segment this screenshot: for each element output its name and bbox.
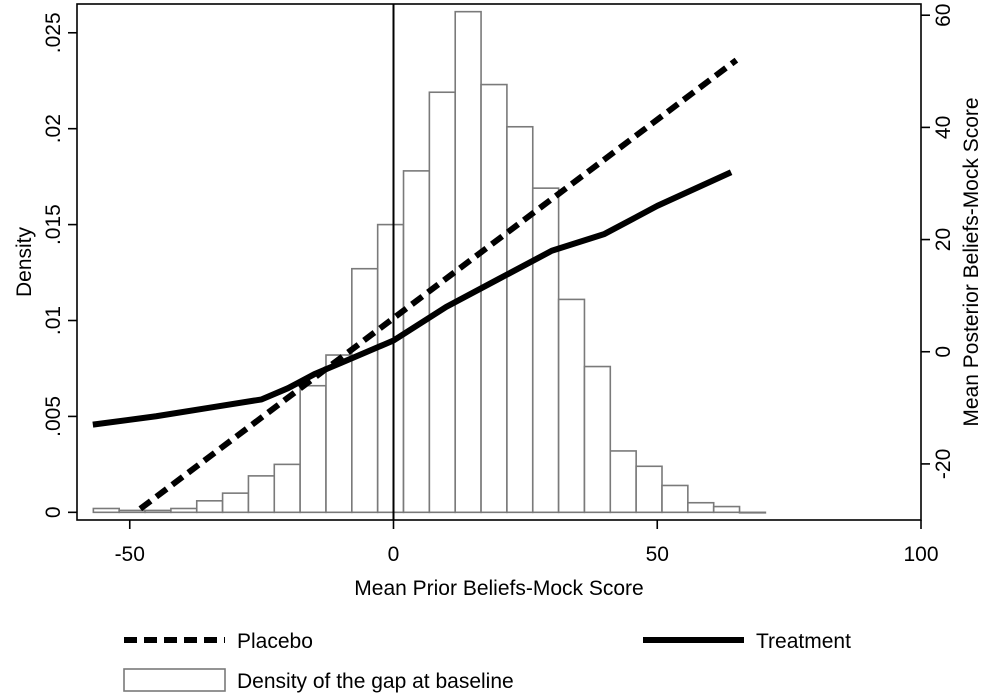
y-left-tick-label: .01 (42, 306, 65, 335)
legend-label-treatment: Treatment (756, 630, 851, 653)
legend-swatch-histogram (123, 668, 226, 692)
histogram-bar (480, 83, 508, 514)
histogram-bar (247, 475, 276, 514)
legend-item-placebo: Placebo (124, 630, 313, 653)
histogram-bar (635, 465, 663, 514)
y-left-tick-label: .02 (42, 114, 65, 143)
y-left-tick-label: .005 (42, 396, 65, 437)
y-left-tick-label: .025 (42, 12, 65, 53)
histogram-bar (583, 365, 612, 514)
y-axis-right-title: Mean Posterior Beliefs-Mock Score (960, 97, 983, 426)
legend-label-histogram: Density of the gap at baseline (237, 670, 514, 693)
histogram-bar (557, 298, 586, 514)
y-right-tick-label: 40 (932, 116, 955, 139)
y-left-tick-label: .015 (42, 204, 65, 245)
histogram-bar (506, 125, 534, 514)
histogram-bar (402, 170, 431, 514)
histogram-bar (299, 384, 327, 514)
histogram-bar (687, 501, 715, 514)
y-left-tick-label: 0 (42, 506, 65, 518)
legend-item-histogram: Density of the gap at baseline (123, 668, 514, 693)
histogram-bar (376, 223, 405, 514)
histogram-bar (738, 511, 767, 514)
series-lines (92, 57, 739, 512)
histogram-bar (170, 507, 198, 514)
y-axis-left: 0 .005 .01 .015 .02 .025 (42, 12, 77, 518)
x-tick-label: 0 (388, 543, 400, 566)
histogram-bar (144, 509, 172, 514)
series-line-treatment (92, 169, 733, 428)
y-axis-left-title: Density (13, 226, 36, 297)
histogram-bar (661, 484, 689, 514)
series-line-placebo (138, 57, 739, 512)
histogram-bar (712, 505, 741, 514)
histogram-bar (118, 509, 146, 514)
histogram-bar (325, 354, 353, 514)
histogram-bar (351, 267, 379, 514)
y-right-tick-label: -20 (932, 449, 955, 479)
y-right-tick-label: 60 (932, 4, 955, 27)
histogram-bar (609, 450, 637, 514)
x-tick-label: 50 (646, 543, 669, 566)
histogram-bar (221, 492, 250, 514)
x-tick-label: -50 (115, 543, 145, 566)
plot-frame (76, 3, 922, 521)
y-right-tick-label: 20 (932, 228, 955, 251)
x-axis-title: Mean Prior Beliefs-Mock Score (354, 577, 643, 600)
legend: Placebo Treatment Density of the gap at … (123, 630, 851, 693)
x-axis: -50 0 50 100 (115, 520, 939, 566)
y-right-tick-label: 0 (932, 346, 955, 358)
x-tick-label: 100 (903, 543, 938, 566)
y-axis-right: -20 0 20 40 60 (921, 4, 955, 479)
histogram-bar (531, 187, 560, 514)
histogram-bar (273, 463, 301, 514)
histogram-bar (195, 500, 224, 514)
legend-item-treatment: Treatment (643, 630, 851, 653)
legend-label-placebo: Placebo (237, 630, 313, 653)
histogram-bar (92, 507, 121, 514)
